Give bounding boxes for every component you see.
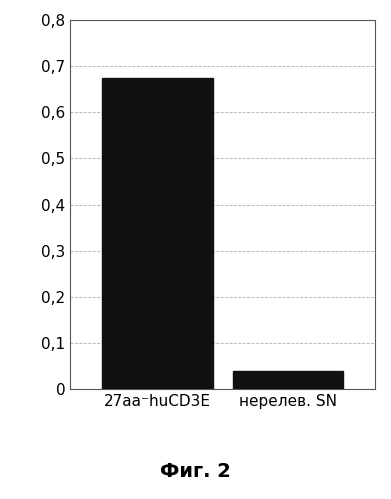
Bar: [233, 371, 343, 389]
Text: Фиг. 2: Фиг. 2: [160, 462, 231, 481]
Bar: [102, 78, 213, 389]
